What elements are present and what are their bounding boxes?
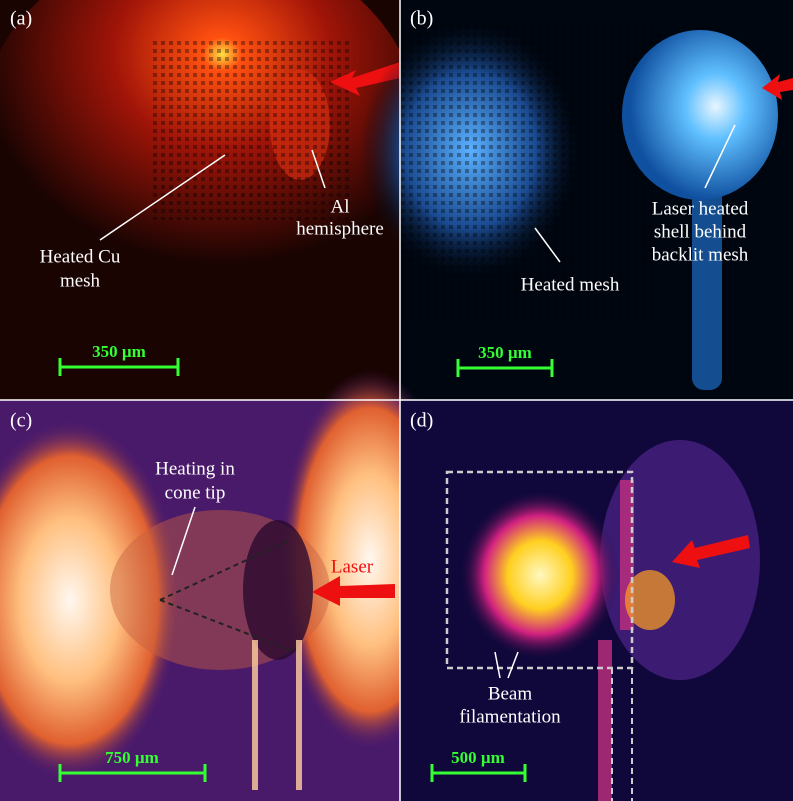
panel-b: (b) Heated mesh Laser heated shell behin… xyxy=(360,0,793,400)
scale-label: 350 µm xyxy=(92,342,146,361)
panel-label: (c) xyxy=(10,410,32,432)
annotation: mesh xyxy=(60,270,101,291)
annotation: hemisphere xyxy=(296,218,384,239)
figure: (a) Heated Cu mesh Al hemisphere 350 µm … xyxy=(0,0,793,801)
annotation: Heating in xyxy=(155,458,235,479)
panel-label: (b) xyxy=(410,8,433,30)
annotation: shell behind xyxy=(654,221,747,242)
annotation: Laser xyxy=(331,556,374,577)
panel-label: (d) xyxy=(410,410,433,432)
annotation: Beam xyxy=(488,683,533,704)
annotation: Heated Cu xyxy=(40,246,121,267)
panel-label: (a) xyxy=(10,8,32,30)
annotation: Al xyxy=(331,196,350,217)
panel-c: (c) Heating in cone tip Laser 750 µm xyxy=(0,370,460,801)
annotation: filamentation xyxy=(459,706,561,727)
panel-a: (a) Heated Cu mesh Al hemisphere 350 µm xyxy=(0,0,420,400)
annotation: backlit mesh xyxy=(652,244,749,265)
scale-label: 750 µm xyxy=(105,748,159,767)
scale-label: 500 µm xyxy=(451,748,505,767)
annotation: cone tip xyxy=(165,482,226,503)
annotation: Heated mesh xyxy=(521,274,620,295)
panel-d: (d) Beam filamentation 500 µm xyxy=(400,400,793,801)
scale-label: 350 µm xyxy=(478,343,532,362)
annotation: Laser heated xyxy=(652,198,749,219)
